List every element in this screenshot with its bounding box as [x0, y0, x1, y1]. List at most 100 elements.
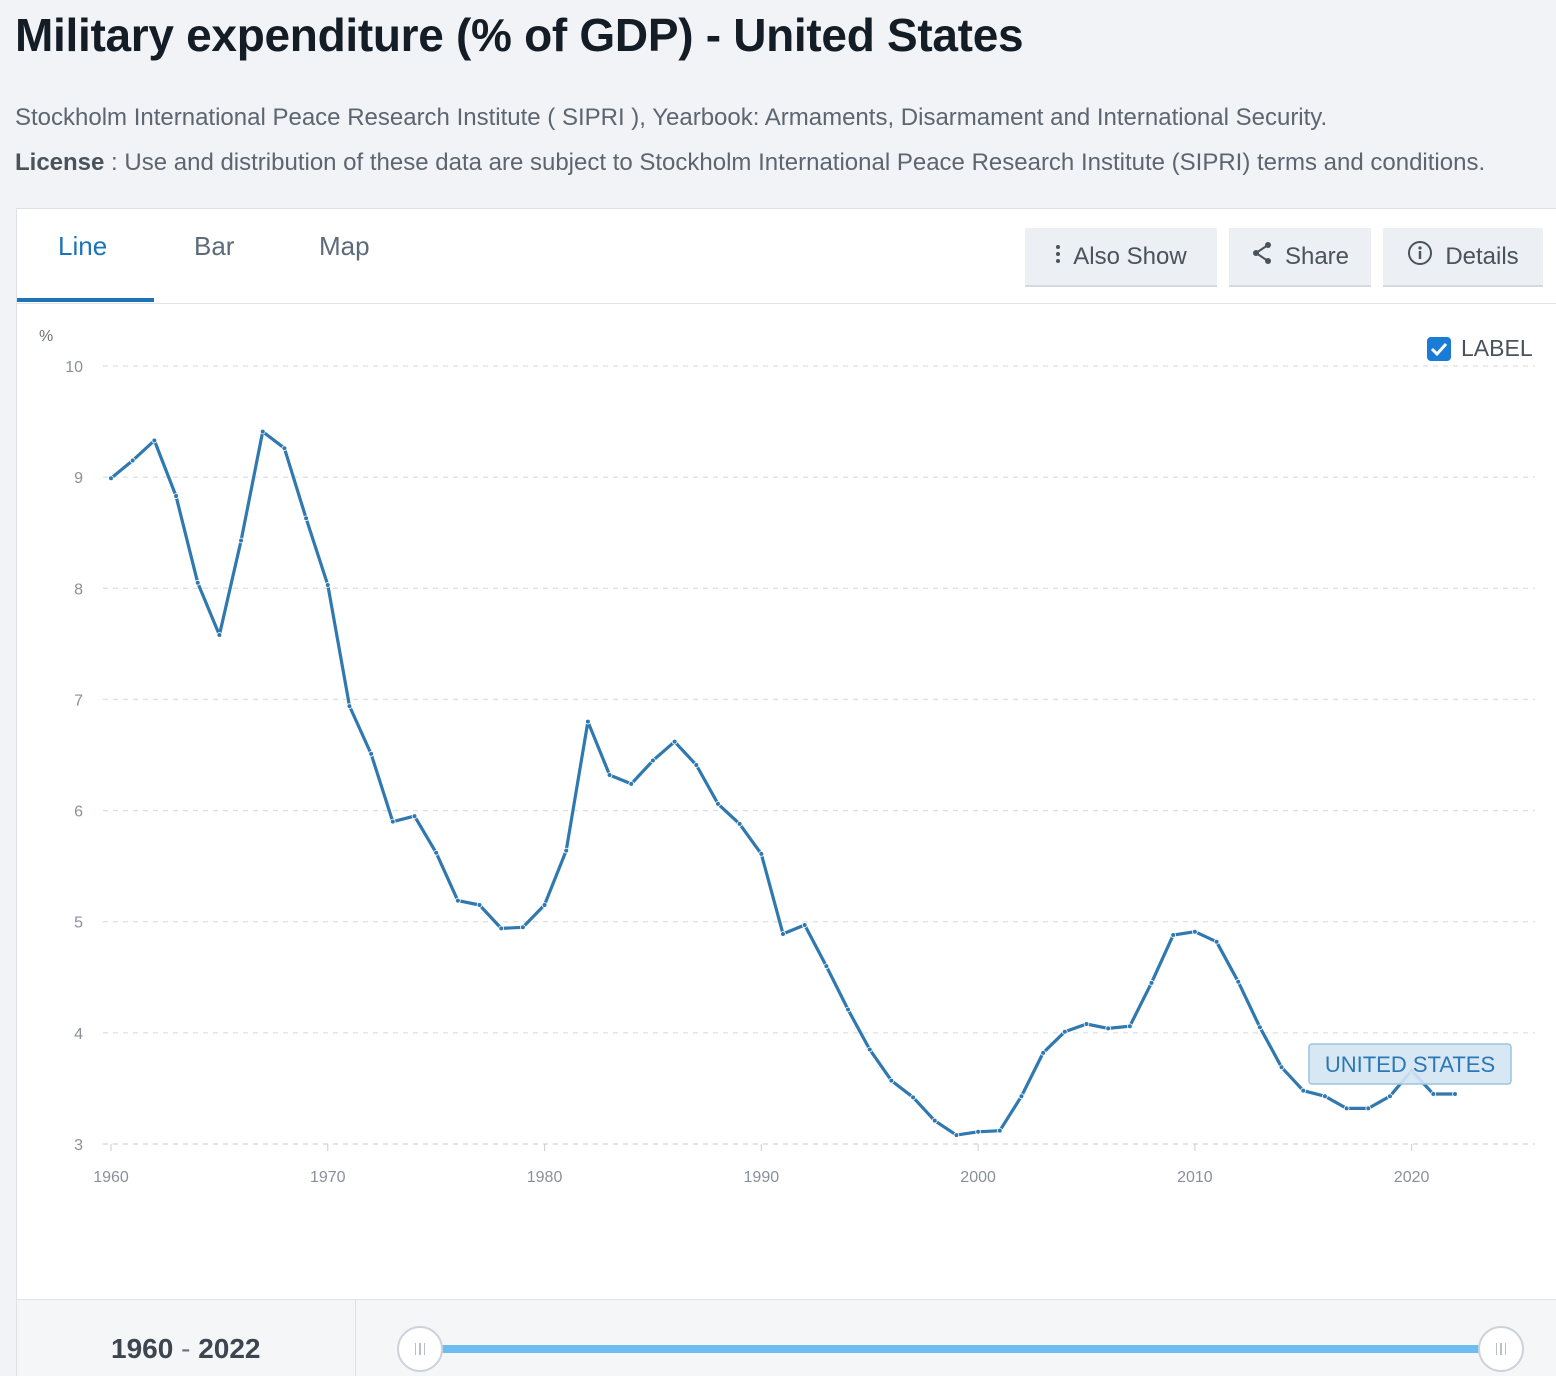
data-point	[997, 1128, 1002, 1133]
data-point	[1171, 933, 1176, 938]
data-point	[282, 446, 287, 451]
tab-line[interactable]: Line	[58, 231, 108, 261]
data-point	[564, 848, 569, 853]
more-vertical-icon	[1055, 243, 1061, 271]
data-point	[1106, 1026, 1111, 1031]
chart-panel: Line Bar Map Also Show Share Details LAB…	[16, 208, 1556, 1376]
data-point	[542, 903, 547, 908]
share-icon	[1251, 241, 1273, 272]
data-point	[1127, 1024, 1132, 1029]
data-point	[824, 964, 829, 969]
bottom-divider	[17, 1299, 1556, 1300]
data-point	[260, 429, 265, 434]
license-text: License : Use and distribution of these …	[15, 149, 1556, 177]
data-point	[304, 516, 309, 521]
data-point	[1084, 1021, 1089, 1026]
series-label-box	[1308, 1043, 1512, 1085]
y-tick-label: 6	[74, 804, 83, 821]
data-point	[1192, 929, 1197, 934]
slider-handle-end[interactable]	[1478, 1326, 1524, 1372]
data-point	[976, 1129, 981, 1134]
data-point	[1214, 939, 1219, 944]
data-point	[1279, 1065, 1284, 1070]
share-button[interactable]: Share	[1229, 228, 1371, 287]
x-tick-label: 1970	[310, 1169, 346, 1186]
y-tick-label: 4	[74, 1026, 83, 1043]
y-tick-label: 5	[74, 915, 83, 932]
data-point	[369, 751, 374, 756]
data-point	[109, 476, 113, 481]
details-label: Details	[1445, 242, 1519, 270]
data-point	[802, 923, 807, 928]
line-chart: % 3 4 5 6 7 8 9 10 1960 1970 1980 1990 2000 2010 2020 UN…	[39, 328, 1535, 1186]
also-show-label: Also Show	[1073, 242, 1187, 270]
data-point	[694, 763, 699, 768]
x-tick-label: 1980	[527, 1169, 563, 1186]
data-point	[737, 821, 742, 826]
data-point	[1366, 1106, 1371, 1111]
data-point	[1344, 1106, 1349, 1111]
data-point	[672, 739, 677, 744]
data-point	[152, 438, 157, 443]
data-point	[867, 1047, 872, 1052]
info-icon	[1407, 240, 1433, 273]
label-toggle-text: LABEL	[1461, 335, 1533, 361]
series-label: UNITED STATES	[1325, 1052, 1495, 1077]
data-point	[932, 1118, 937, 1123]
x-tick-label: 2020	[1394, 1169, 1430, 1186]
data-point	[954, 1133, 959, 1138]
series-line-united-states	[109, 430, 1455, 1137]
data-point	[629, 781, 634, 786]
source-text: Stockholm International Peace Research I…	[15, 104, 1328, 131]
data-point	[1301, 1088, 1306, 1093]
data-point	[759, 851, 764, 856]
also-show-button[interactable]: Also Show	[1025, 228, 1217, 287]
data-point	[650, 758, 655, 763]
data-point	[1453, 1091, 1457, 1096]
range-sep: -	[173, 1333, 199, 1364]
data-point	[607, 773, 612, 778]
data-point	[585, 719, 590, 724]
page-title: Military expenditure (% of GDP) - United…	[15, 9, 1024, 61]
details-button[interactable]: Details	[1383, 228, 1543, 287]
tab-bar[interactable]: Bar	[194, 231, 235, 261]
data-point	[846, 1007, 851, 1012]
label-toggle[interactable]: LABEL	[1427, 335, 1533, 362]
y-tick-label: 3	[74, 1137, 83, 1154]
data-point	[412, 814, 417, 819]
grip-icon	[414, 1343, 426, 1355]
x-tick-label: 1960	[93, 1169, 129, 1186]
label-checkbox[interactable]	[1427, 336, 1451, 361]
y-tick-label: 7	[74, 692, 83, 709]
data-point	[477, 903, 482, 908]
data-point	[1387, 1094, 1392, 1099]
data-point	[1322, 1094, 1327, 1099]
x-tick-label: 1990	[744, 1169, 780, 1186]
data-point	[217, 632, 222, 637]
y-tick-label: 10	[65, 359, 83, 376]
data-point	[174, 494, 179, 499]
data-point	[455, 898, 460, 903]
data-point	[130, 458, 135, 463]
data-point	[715, 801, 720, 806]
year-slider-track[interactable]	[421, 1345, 1501, 1353]
check-icon	[1430, 342, 1448, 356]
data-point	[347, 704, 352, 709]
range-separator	[355, 1300, 356, 1376]
tab-map[interactable]: Map	[319, 231, 370, 261]
data-point	[434, 850, 439, 855]
data-point	[889, 1078, 894, 1083]
y-tick-label: 9	[74, 470, 83, 487]
slider-handle-start[interactable]	[397, 1326, 443, 1372]
data-point	[911, 1095, 916, 1100]
license-label: License	[15, 149, 105, 176]
data-point	[781, 931, 785, 936]
data-point	[1257, 1025, 1262, 1030]
share-label: Share	[1284, 242, 1350, 270]
active-tab-indicator	[17, 298, 154, 302]
data-point	[1149, 980, 1154, 985]
x-tick-label: 2010	[1177, 1169, 1213, 1186]
data-point	[1236, 979, 1241, 984]
data-point	[239, 538, 244, 543]
year-range: 1960 - 2022	[111, 1333, 260, 1365]
